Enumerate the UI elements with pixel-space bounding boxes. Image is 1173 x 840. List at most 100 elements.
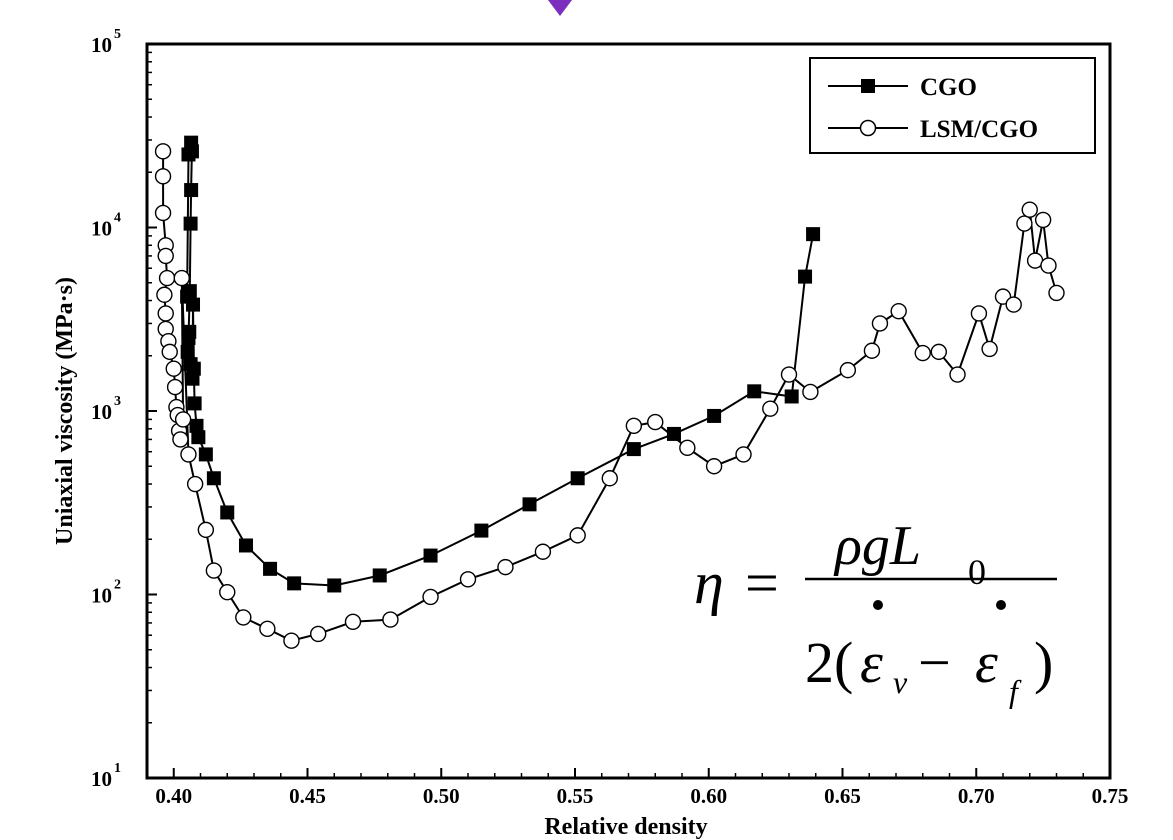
- series-layer: [154, 135, 1065, 649]
- lsm-cgo-point: [154, 168, 172, 185]
- eq-dot-1: [873, 600, 883, 610]
- y-tick-exponent: 2: [114, 578, 121, 593]
- y-tick-exponent: 1: [114, 761, 121, 776]
- legend-marker-lsm: [859, 119, 877, 137]
- cgo-point: [186, 297, 201, 312]
- legend: CGO LSM/CGO: [809, 57, 1096, 154]
- cgo-point: [189, 418, 204, 433]
- lsm-cgo-point: [802, 383, 819, 401]
- cgo-point: [570, 471, 585, 486]
- cgo-point: [206, 471, 221, 486]
- y-axis-title: Uniaxial viscosity (MPa·s): [52, 277, 78, 545]
- cgo-point: [184, 144, 199, 159]
- x-tick-label: 0.55: [557, 784, 594, 808]
- lsm-cgo-point: [161, 343, 178, 361]
- eq-den-eps2: ε: [975, 630, 998, 695]
- lsm-cgo-point: [219, 583, 236, 601]
- cgo-point: [798, 269, 813, 284]
- cgo-point: [184, 183, 199, 198]
- eq-den-close: ): [1034, 630, 1053, 695]
- x-tick-label: 0.60: [690, 784, 727, 808]
- eq-den-coef: 2(: [805, 630, 853, 695]
- lsm-cgo-point: [283, 632, 300, 649]
- cgo-point: [707, 408, 722, 423]
- lsm-cgo-point: [1048, 284, 1065, 302]
- lsm-cgo-point: [172, 431, 189, 448]
- cgo-point: [806, 227, 821, 242]
- cgo-point: [474, 523, 489, 538]
- cgo-point: [220, 505, 235, 520]
- series-line-lsm-cgo: [162, 151, 1058, 642]
- lsm-cgo-point: [157, 247, 174, 265]
- cgo-point: [198, 447, 213, 462]
- cgo-point: [522, 497, 537, 512]
- y-tick-exponent: 3: [114, 394, 121, 409]
- lsm-cgo-point: [174, 411, 192, 428]
- lsm-cgo-point: [1016, 215, 1033, 232]
- cgo-point: [747, 384, 762, 399]
- lsm-cgo-point: [863, 342, 881, 359]
- cgo-point: [182, 284, 197, 299]
- lsm-cgo-point: [156, 286, 173, 303]
- lsm-cgo-point: [839, 361, 857, 379]
- legend-label-lsm: LSM/CGO: [920, 116, 1038, 143]
- x-tick-label: 0.70: [958, 784, 995, 808]
- cgo-point: [263, 561, 278, 576]
- x-axis: 0.40 0.45 0.50 0.55 0.60 0.65 0.70 0.75: [146, 768, 1129, 808]
- marker-arrow: [548, 0, 572, 16]
- eq-den-minus: −: [918, 630, 951, 695]
- lsm-cgo-point: [930, 343, 947, 361]
- lsm-cgo-point: [569, 527, 586, 544]
- lsm-cgo-point: [157, 305, 174, 322]
- lsm-cgo-point: [186, 475, 204, 493]
- eq-den-eps1: ε: [860, 630, 883, 695]
- cgo-point: [186, 361, 201, 376]
- y-tick-label: 10: [91, 33, 112, 57]
- lsm-cgo-point: [259, 620, 276, 638]
- eq-den-sub2: f: [1009, 673, 1022, 709]
- lsm-cgo-point: [154, 204, 172, 222]
- x-tick-label: 0.40: [155, 784, 192, 808]
- x-tick-label: 0.75: [1092, 784, 1129, 808]
- y-tick-label: 10: [91, 767, 112, 791]
- eq-numerator-sub: 0: [968, 552, 986, 592]
- lsm-cgo-point: [1040, 257, 1057, 274]
- x-tick-label: 0.65: [824, 784, 861, 808]
- lsm-cgo-point: [735, 446, 752, 463]
- lsm-cgo-point: [205, 562, 223, 579]
- lsm-cgo-point: [382, 611, 399, 628]
- lsm-cgo-point: [534, 543, 552, 560]
- lsm-cgo-point: [705, 458, 723, 475]
- viscosity-equation: η = ρgL 0 2( ε v − ε f ): [694, 515, 1057, 709]
- eq-lhs: η: [694, 550, 724, 616]
- eq-dot-2: [996, 600, 1006, 610]
- lsm-cgo-point: [497, 558, 514, 576]
- cgo-point: [183, 216, 198, 231]
- lsm-cgo-point: [890, 302, 907, 320]
- lsm-cgo-point: [601, 470, 618, 487]
- lsm-cgo-point: [1034, 211, 1052, 229]
- y-tick-label: 10: [91, 584, 112, 608]
- lsm-cgo-point: [914, 344, 931, 362]
- cgo-point: [182, 324, 197, 339]
- plot-frame: [145, 42, 1112, 780]
- legend-box: [809, 57, 1096, 154]
- lsm-cgo-point: [949, 366, 966, 383]
- cgo-point: [666, 426, 681, 441]
- lsm-cgo-point: [1021, 201, 1038, 218]
- cgo-point: [423, 548, 438, 563]
- x-axis-title: Relative density: [544, 814, 707, 840]
- lsm-cgo-point: [165, 360, 182, 377]
- x-tick-label: 0.50: [423, 784, 460, 808]
- lsm-cgo-point: [173, 269, 190, 287]
- y-tick-label: 10: [91, 400, 112, 424]
- eq-numerator: ρgL: [833, 515, 921, 577]
- lsm-cgo-point: [647, 413, 664, 431]
- lsm-cgo-point: [235, 609, 252, 626]
- y-tick-exponent: 4: [114, 211, 121, 226]
- cgo-point: [191, 430, 206, 445]
- lsm-cgo-point: [166, 378, 184, 396]
- lsm-cgo-point: [981, 340, 998, 358]
- y-tick-exponent: 5: [114, 27, 121, 42]
